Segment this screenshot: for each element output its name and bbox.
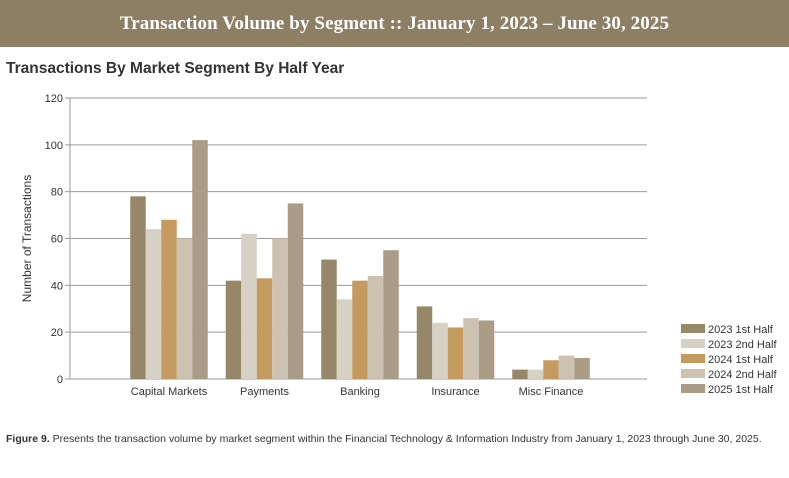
legend-swatch xyxy=(681,339,705,348)
bar xyxy=(336,299,353,379)
y-tick-label: 100 xyxy=(45,140,63,152)
legend-swatch xyxy=(681,384,705,393)
legend-label: 2024 2nd Half xyxy=(708,369,777,381)
bar xyxy=(241,233,257,379)
bar xyxy=(416,306,433,379)
legend-swatch xyxy=(681,354,705,363)
x-tick-label: Misc Finance xyxy=(519,386,584,398)
bar xyxy=(383,250,399,379)
bar xyxy=(192,140,208,379)
bar xyxy=(527,369,544,379)
x-tick-label: Insurance xyxy=(431,386,479,398)
figure-caption: Figure 9. Presents the transaction volum… xyxy=(6,432,786,446)
bar xyxy=(321,259,337,379)
bar-chart: 0 20 40 60 80 100 120 Number of Transactions Cap… xyxy=(20,93,777,398)
bar xyxy=(558,355,575,379)
x-tick-label: Banking xyxy=(340,386,380,398)
bar xyxy=(145,229,162,379)
bar xyxy=(432,322,448,379)
bar xyxy=(352,280,368,379)
y-tick-label: 20 xyxy=(51,327,63,339)
bar xyxy=(176,238,193,379)
caption-text: Presents the transaction volume by marke… xyxy=(49,433,762,445)
legend-label: 2024 1st Half xyxy=(708,354,774,366)
caption-label: Figure 9. xyxy=(6,433,50,445)
bar xyxy=(543,360,559,379)
y-tick-label: 60 xyxy=(51,234,63,246)
legend-swatch xyxy=(681,369,705,378)
bar xyxy=(256,278,273,379)
bar xyxy=(287,203,304,379)
legend-label: 2025 1st Half xyxy=(708,384,774,396)
x-tick-label: Capital Markets xyxy=(131,386,208,398)
y-tick-label: 40 xyxy=(51,280,63,292)
legend-swatch xyxy=(681,324,705,333)
y-tick-label: 0 xyxy=(57,374,63,386)
bar xyxy=(478,320,495,379)
y-axis-label: Number of Transactions xyxy=(20,175,34,302)
header-banner: Transaction Volume by Segment :: January… xyxy=(0,0,789,47)
legend-label: 2023 2nd Half xyxy=(708,339,777,351)
bar xyxy=(272,238,288,379)
y-tick-label: 80 xyxy=(51,187,63,199)
y-tick-label: 120 xyxy=(45,93,63,105)
x-tick-label: Payments xyxy=(240,386,289,398)
bar xyxy=(225,280,242,379)
bar xyxy=(161,219,177,379)
bar xyxy=(512,369,528,379)
bar xyxy=(130,196,146,379)
bar xyxy=(463,318,479,379)
legend-label: 2023 1st Half xyxy=(708,324,774,336)
bar xyxy=(574,357,590,379)
bar xyxy=(447,327,464,379)
bar xyxy=(367,275,384,379)
chart-title: Transactions By Market Segment By Half Y… xyxy=(6,60,345,77)
banner-title: Transaction Volume by Segment :: January… xyxy=(119,12,670,34)
